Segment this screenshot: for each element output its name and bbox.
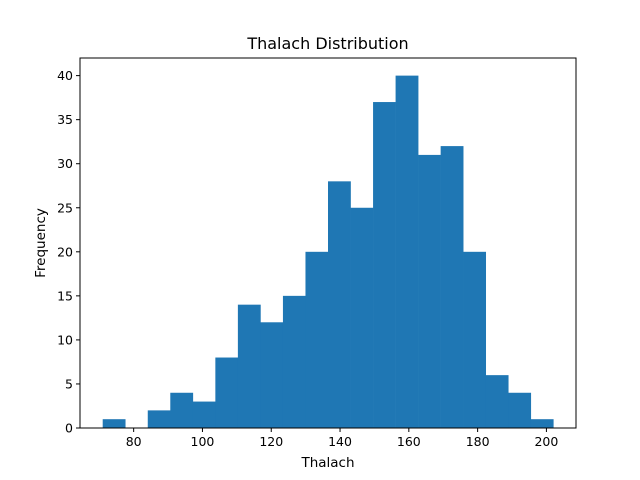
y-tick-label: 35 [57,112,73,127]
y-tick-label: 30 [57,156,73,171]
x-tick-label: 140 [328,434,352,449]
x-tick-label: 200 [534,434,558,449]
histogram-bar [260,322,284,428]
histogram-bar [485,375,509,428]
histogram-bar [215,357,239,428]
histogram-bar [102,419,126,428]
y-tick-label: 40 [57,68,73,83]
y-axis-label: Frequency [33,208,49,278]
histogram-bar [418,154,441,428]
y-tick-label: 15 [57,288,73,303]
x-tick-label: 100 [191,434,215,449]
bars-group [102,75,554,429]
histogram-bar [373,102,396,429]
histogram-bar [395,75,419,428]
histogram-bar [463,251,487,428]
x-tick-label: 80 [126,434,142,449]
histogram-bar [237,304,261,428]
y-tick-label: 25 [57,200,73,215]
x-axis: 80 100 120 140 160 180 200 [126,428,558,449]
chart-title: Thalach Distribution [246,34,408,53]
y-axis: 0 5 10 15 20 25 30 35 40 [57,68,80,436]
y-tick-label: 0 [65,421,73,436]
y-tick-label: 5 [65,376,73,391]
histogram-bar [147,410,171,428]
histogram-bar [328,181,351,428]
y-tick-label: 10 [57,332,73,347]
x-tick-label: 160 [397,434,421,449]
histogram-bar [170,392,194,428]
x-tick-label: 180 [466,434,490,449]
x-axis-label: Thalach [300,455,354,471]
histogram-bar [282,295,306,428]
histogram-bar [350,207,374,428]
histogram-bar [440,146,464,428]
histogram-bar [192,401,216,428]
histogram-bar [530,419,554,428]
plot-frame [79,57,577,429]
histogram-bar [305,251,329,428]
histogram-bar [508,392,532,428]
x-tick-label: 120 [259,434,283,449]
y-tick-label: 20 [57,244,73,259]
